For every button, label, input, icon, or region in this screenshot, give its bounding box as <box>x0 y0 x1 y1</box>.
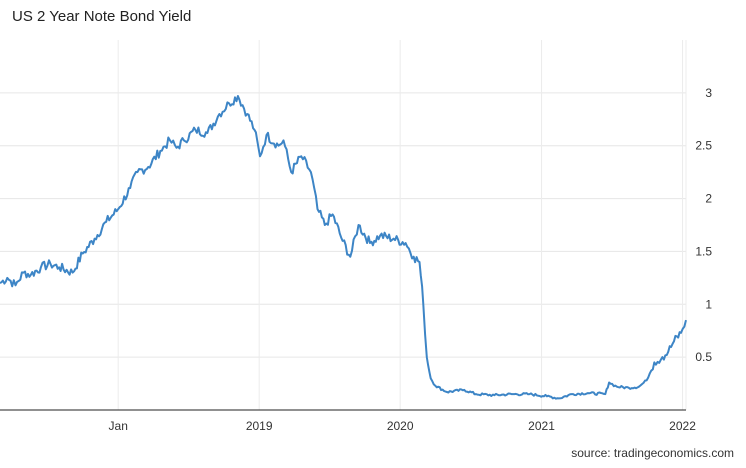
source-label: source: tradingeconomics.com <box>571 446 734 460</box>
y-tick-label: 0.5 <box>695 350 712 364</box>
x-tick-label: Jan <box>109 419 128 433</box>
y-tick-label: 3 <box>705 86 712 100</box>
y-tick-label: 2.5 <box>695 139 712 153</box>
y-tick-label: 1.5 <box>695 244 712 258</box>
y-tick-label: 1 <box>705 297 712 311</box>
x-tick-label: 2020 <box>387 419 414 433</box>
chart-title: US 2 Year Note Bond Yield <box>12 8 192 25</box>
x-tick-label: 2022 <box>669 419 696 433</box>
x-axis-ticks: Jan 2019 2020 2021 2022 <box>109 419 697 433</box>
y-tick-label: 2 <box>705 192 712 206</box>
x-tick-label: 2019 <box>246 419 273 433</box>
y-axis-ticks: 0.5 1 1.5 2 2.5 3 <box>695 86 712 364</box>
yield-series-line <box>0 95 687 400</box>
grid <box>0 40 687 410</box>
x-tick-label: 2021 <box>528 419 555 433</box>
